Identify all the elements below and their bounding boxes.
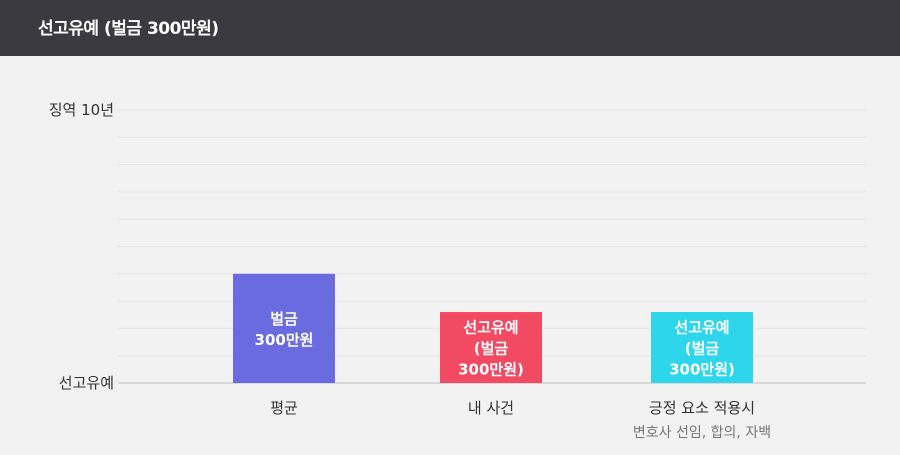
y-tick-label: 선고유예 (59, 374, 114, 392)
bar-data-label: 선고유예 (463, 319, 518, 337)
bar-data-label: 300만원) (458, 361, 524, 379)
bar-data-label: (벌금 (685, 340, 720, 358)
bar (651, 312, 753, 383)
chart-title: 선고유예 (벌금 300만원) (38, 19, 219, 39)
bar-data-label: (벌금 (474, 340, 509, 358)
x-tick-sublabel: 변호사 선임, 합의, 자백 (633, 425, 771, 441)
y-tick-label: 징역 10년 (49, 101, 114, 119)
x-tick-label: 긍정 요소 적용시 (649, 399, 755, 417)
bar-data-label: 300만원) (669, 361, 735, 379)
chart-header: 선고유예 (벌금 300만원) (0, 0, 900, 56)
x-tick-label: 평균 (270, 399, 298, 417)
bar-data-label: 300만원 (255, 331, 314, 349)
bar (440, 312, 542, 383)
bar (233, 273, 335, 383)
bar-data-label: 벌금 (270, 310, 298, 328)
x-tick-label: 내 사건 (468, 399, 514, 417)
bar-data-label: 선고유예 (674, 319, 729, 337)
